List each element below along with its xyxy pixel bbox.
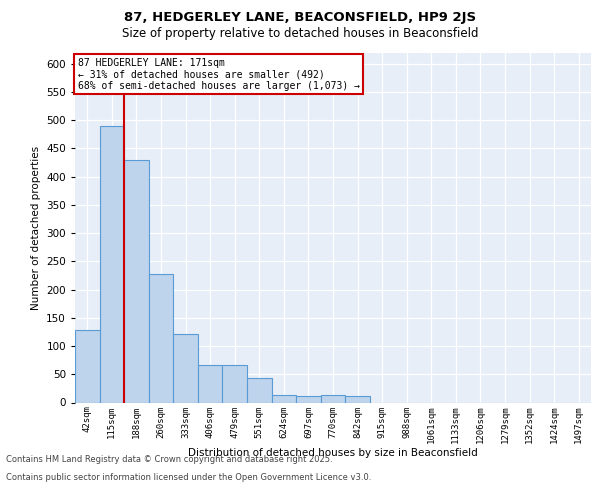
Bar	[173, 334, 198, 402]
Text: 87 HEDGERLEY LANE: 171sqm
← 31% of detached houses are smaller (492)
68% of semi: 87 HEDGERLEY LANE: 171sqm ← 31% of detac…	[77, 58, 359, 91]
Text: Size of property relative to detached houses in Beaconsfield: Size of property relative to detached ho…	[122, 28, 478, 40]
Bar	[100, 126, 124, 402]
Bar	[198, 364, 223, 403]
Bar	[296, 396, 321, 402]
Text: 87, HEDGERLEY LANE, BEACONSFIELD, HP9 2JS: 87, HEDGERLEY LANE, BEACONSFIELD, HP9 2J…	[124, 11, 476, 24]
Bar	[124, 160, 149, 402]
Text: Contains public sector information licensed under the Open Government Licence v3: Contains public sector information licen…	[6, 472, 371, 482]
Bar	[272, 395, 296, 402]
Bar	[321, 395, 345, 402]
X-axis label: Distribution of detached houses by size in Beaconsfield: Distribution of detached houses by size …	[188, 448, 478, 458]
Bar	[345, 396, 370, 402]
Y-axis label: Number of detached properties: Number of detached properties	[31, 146, 41, 310]
Bar	[75, 330, 100, 402]
Bar	[223, 364, 247, 403]
Bar	[247, 378, 272, 402]
Text: Contains HM Land Registry data © Crown copyright and database right 2025.: Contains HM Land Registry data © Crown c…	[6, 455, 332, 464]
Bar	[149, 274, 173, 402]
